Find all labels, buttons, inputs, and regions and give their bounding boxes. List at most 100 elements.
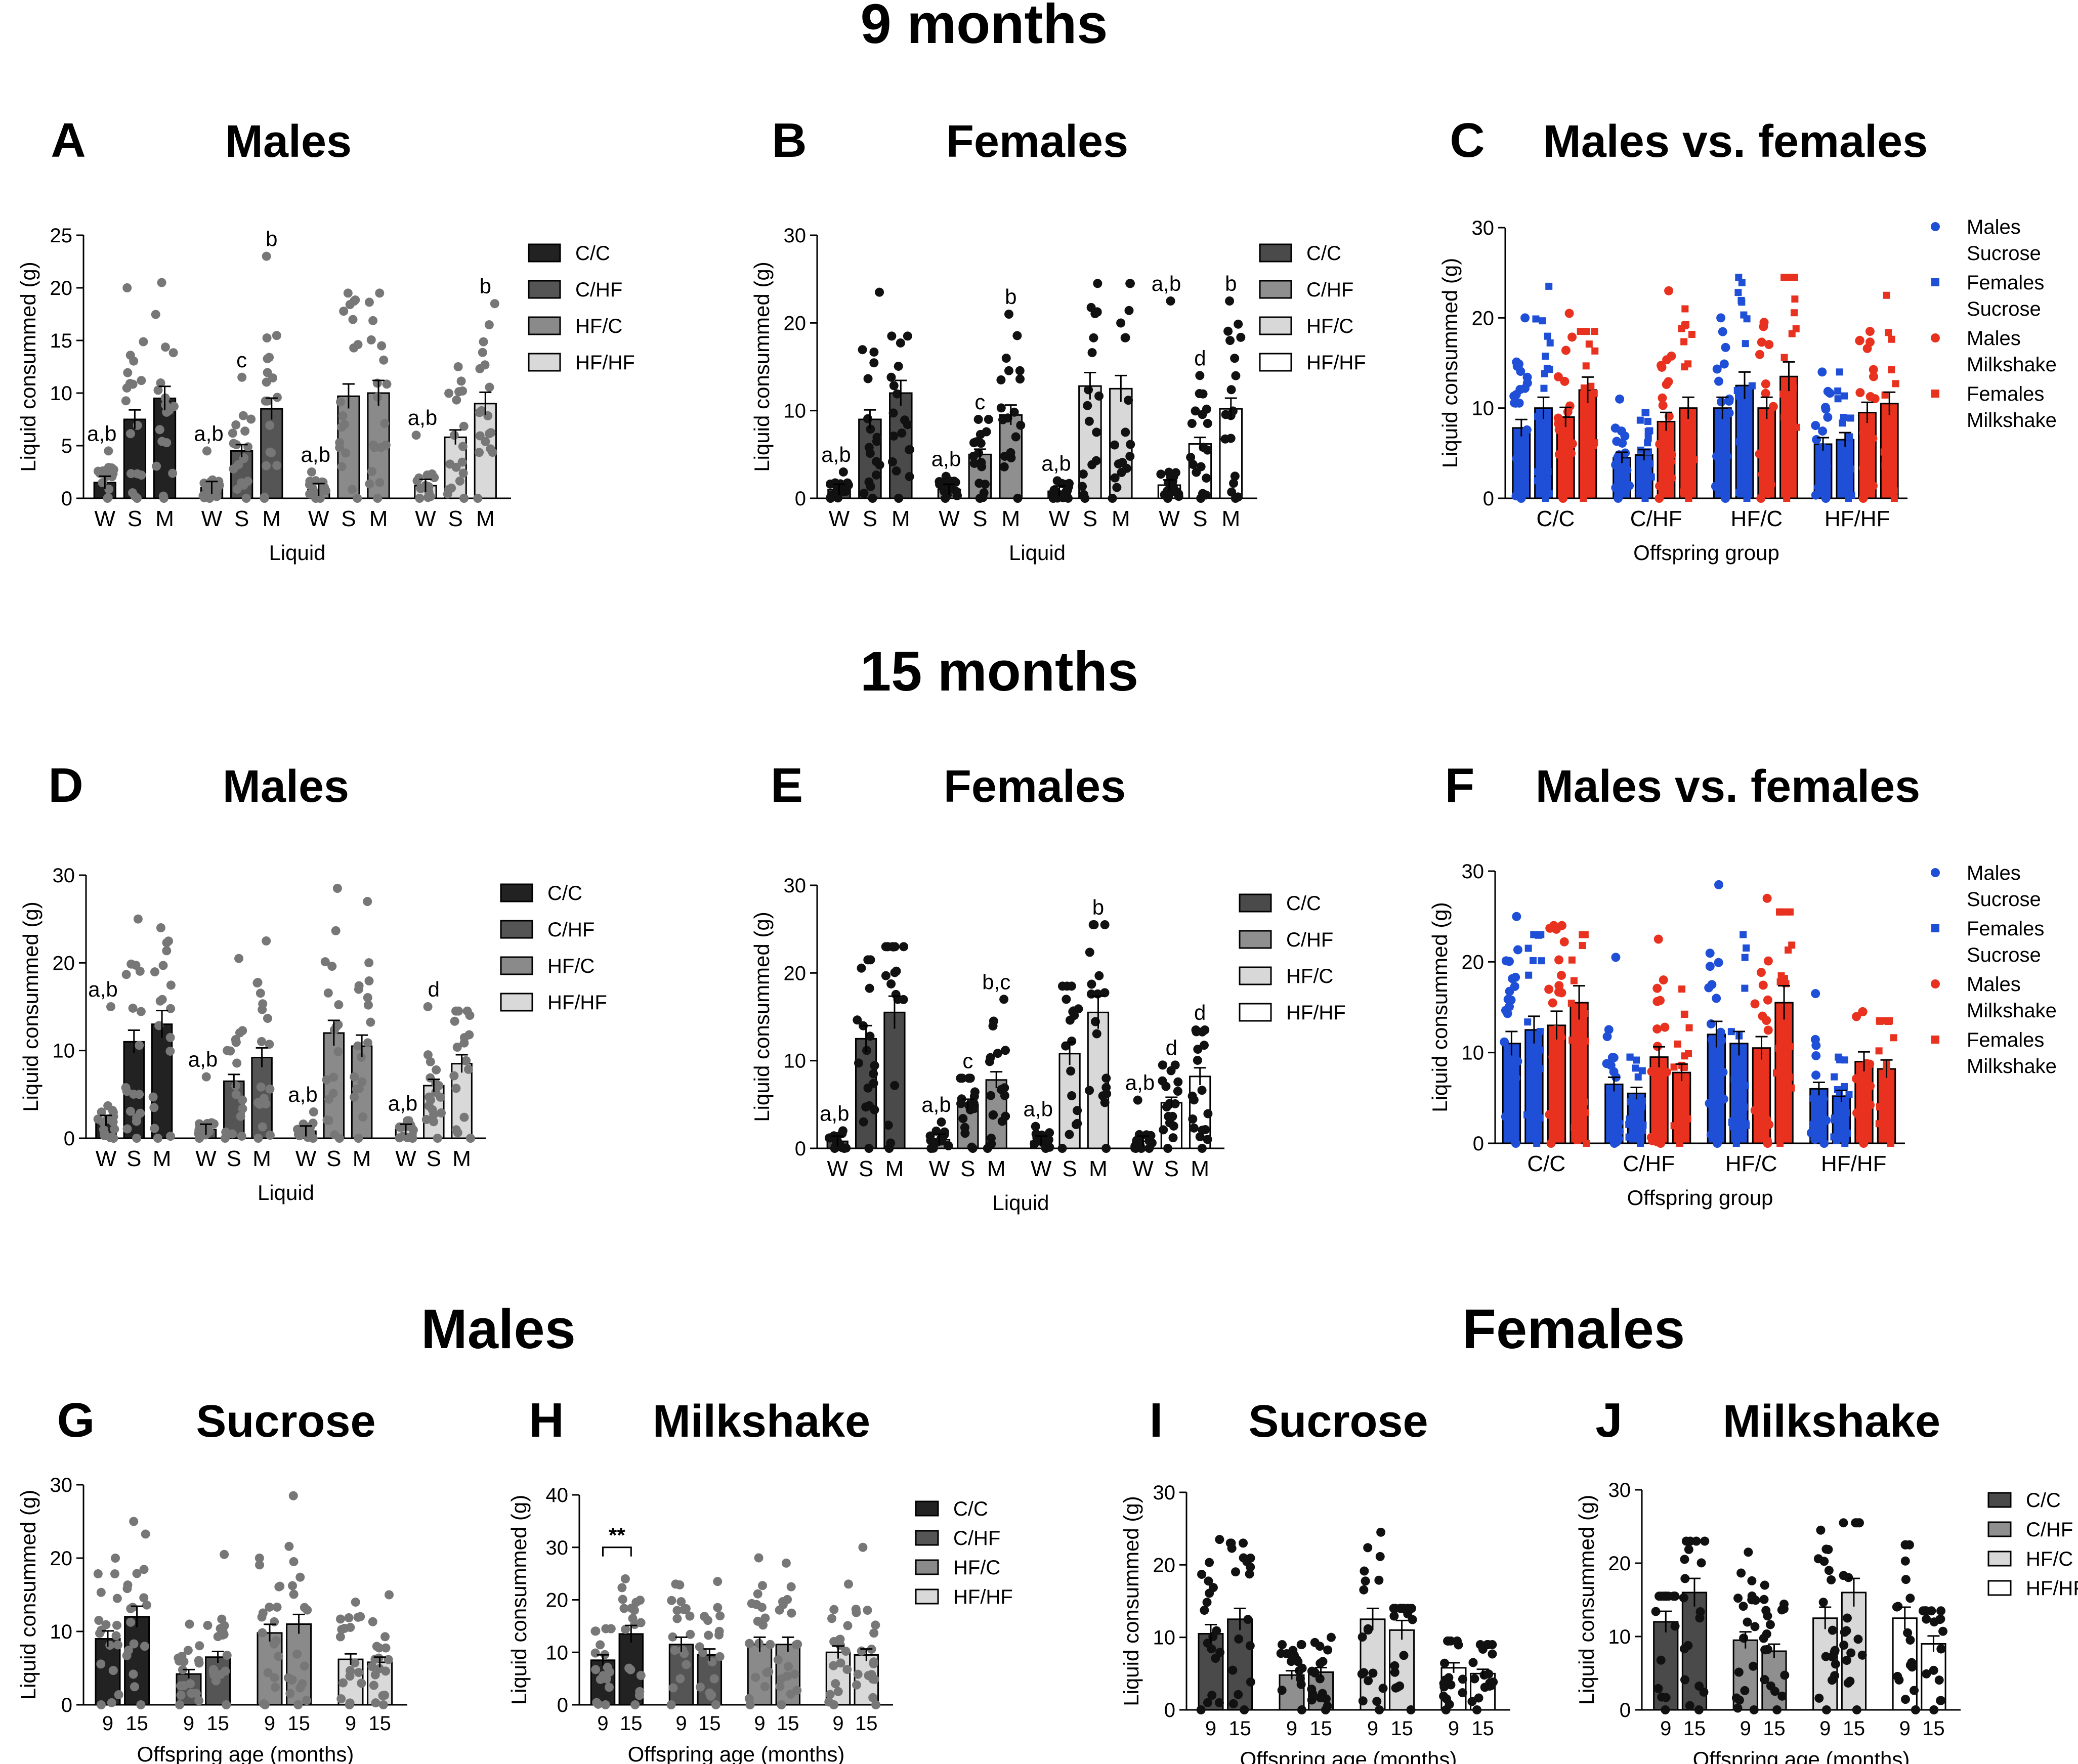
data-point (1203, 419, 1212, 428)
significance-label: a,b (1041, 451, 1071, 475)
legend-label: Sucrose (1967, 298, 2041, 320)
data-point (336, 1694, 346, 1704)
data-point (1817, 1123, 1827, 1132)
data-point (1015, 366, 1025, 375)
data-point (1734, 289, 1742, 296)
data-point (1544, 468, 1552, 476)
data-point (1556, 1032, 1566, 1042)
panel-title: Milkshake (1723, 1396, 1940, 1447)
data-point (1743, 944, 1750, 952)
data-point (1865, 1081, 1875, 1091)
data-point (620, 1574, 630, 1583)
data-point (667, 1596, 676, 1605)
data-point (451, 1006, 461, 1016)
data-point (1775, 1044, 1783, 1052)
data-point (1842, 456, 1850, 463)
data-point (1868, 481, 1878, 491)
x-tick-label: W (1159, 506, 1180, 531)
data-point (1759, 1072, 1768, 1082)
data-point (903, 331, 912, 341)
data-point (1922, 1614, 1931, 1624)
data-point (179, 1681, 189, 1691)
x-tick-label: S (960, 1156, 975, 1181)
data-point (1876, 1017, 1884, 1025)
data-point (369, 440, 378, 450)
data-point (285, 1689, 295, 1698)
x-tick-label: 15 (777, 1712, 799, 1735)
data-point (346, 1622, 355, 1632)
data-point (1214, 1698, 1224, 1707)
data-point (1852, 1705, 1861, 1714)
data-point (293, 1700, 303, 1709)
x-tick-label: W (939, 506, 960, 531)
data-point (1681, 1095, 1688, 1103)
data-point (96, 1587, 106, 1597)
data-point (1729, 1123, 1736, 1131)
data-point (1234, 319, 1243, 329)
data-point (1546, 339, 1554, 347)
data-point (1750, 1622, 1760, 1631)
data-point (1197, 1144, 1207, 1153)
data-point (157, 278, 166, 287)
y-tick-label: 30 (1608, 1479, 1631, 1501)
data-point (1468, 1658, 1478, 1667)
data-point (1659, 975, 1668, 985)
data-point (1637, 480, 1644, 487)
panel-title: Females (944, 761, 1126, 812)
bar-HF-C-9 (1360, 1618, 1386, 1711)
data-point (334, 1000, 344, 1010)
legend-swatch (1239, 930, 1272, 949)
data-point (1749, 1661, 1758, 1671)
data-point (220, 1550, 229, 1559)
legend-swatch (500, 993, 533, 1012)
data-point (295, 1572, 305, 1582)
x-tick-label: W (827, 1156, 848, 1181)
data-point (1089, 333, 1098, 342)
significance-label: b (266, 227, 277, 251)
data-point (148, 1092, 158, 1102)
data-point (337, 462, 347, 471)
data-point (1742, 340, 1749, 348)
data-point (1538, 957, 1545, 965)
data-point (1544, 422, 1551, 429)
data-point (1821, 1115, 1831, 1125)
data-point (1294, 1666, 1304, 1675)
data-point (695, 1682, 705, 1692)
data-point (155, 425, 164, 435)
data-point (1721, 494, 1730, 503)
data-point (1163, 1144, 1173, 1153)
data-point (1905, 1660, 1915, 1670)
data-point (461, 1056, 471, 1065)
data-point (421, 1114, 431, 1124)
data-point (853, 1015, 862, 1025)
data-point (1847, 465, 1854, 472)
x-tick-label: S (128, 506, 142, 531)
data-point (926, 1136, 936, 1145)
legend-label: C/C (2026, 1489, 2061, 1512)
data-point (1727, 1028, 1735, 1036)
data-point (881, 971, 890, 980)
data-point (1685, 447, 1692, 454)
y-axis-title: Liquid consummed (g) (507, 1495, 531, 1705)
data-point (1551, 1025, 1560, 1035)
data-point (336, 422, 346, 432)
data-point (1653, 1684, 1663, 1693)
data-point (1227, 1543, 1237, 1553)
data-point (1534, 413, 1542, 420)
data-point (363, 1000, 373, 1010)
data-point (1574, 1098, 1582, 1106)
section-title-females: Females (1462, 1298, 1685, 1360)
data-point (153, 385, 163, 395)
data-point (125, 379, 135, 389)
data-point (1686, 433, 1694, 441)
data-point (368, 1617, 377, 1626)
data-point (1357, 1669, 1367, 1679)
data-point (1564, 309, 1574, 318)
x-tick-label: S (427, 1146, 441, 1171)
panel-title: Males (225, 116, 352, 167)
data-point (1721, 342, 1730, 352)
data-point (1821, 451, 1831, 461)
data-point (1162, 1102, 1171, 1112)
legend-label: Milkshake (1967, 1055, 2057, 1078)
